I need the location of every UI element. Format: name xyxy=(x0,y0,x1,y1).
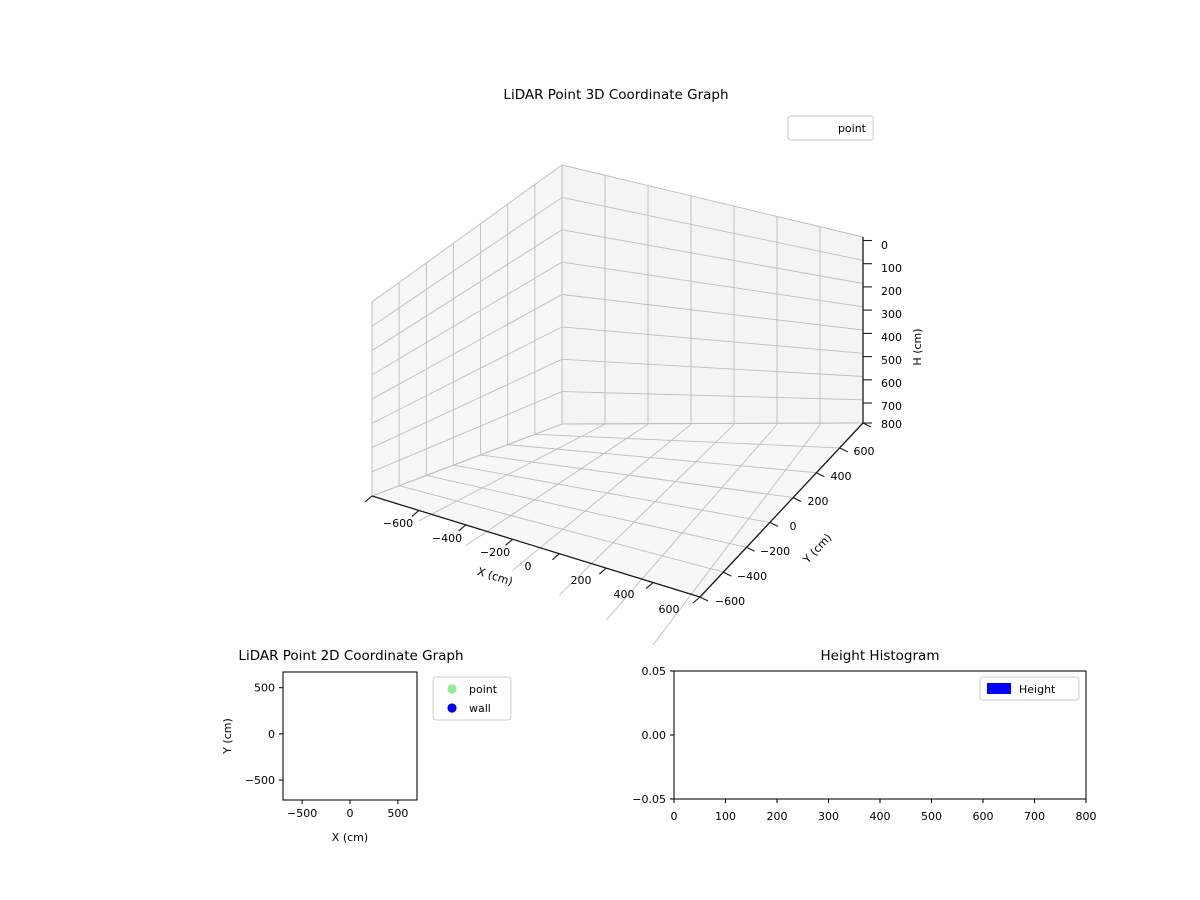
lidar-2d-yaxis: 500 0 −500 Y (cm) xyxy=(221,682,283,787)
y3d-tick-label-0: −600 xyxy=(715,595,745,608)
height-histogram-legend-box xyxy=(979,676,1080,701)
hist-xtick-5: 500 xyxy=(921,810,942,823)
lidar-2d-xlabel: X (cm) xyxy=(332,831,368,844)
z3d-tick-label-3: 300 xyxy=(881,308,902,321)
y3d-tick-label-3: 0 xyxy=(790,520,797,533)
z3d-tick-label-2: 200 xyxy=(881,285,902,298)
hist-xtick-0: 0 xyxy=(671,810,678,823)
lidar-2d-ytick-1: 0 xyxy=(268,728,275,741)
height-histogram-legend-swatch xyxy=(987,683,1011,694)
lidar-3d-legend-box xyxy=(787,115,874,141)
hist-xtick-2: 200 xyxy=(767,810,788,823)
lidar-2d-ytick-2: 500 xyxy=(254,682,275,695)
x3d-tick-label-3: 0 xyxy=(525,560,532,573)
hist-ytick-0: −0.05 xyxy=(632,793,666,806)
x3d-tick-label-0: −600 xyxy=(383,517,413,530)
x3d-tick-label-5: 400 xyxy=(614,588,635,601)
lidar-2d-xtick-1: 0 xyxy=(347,807,354,820)
height-histogram-legend[interactable]: Height xyxy=(979,676,1080,701)
hist-xtick-1: 100 xyxy=(715,810,736,823)
y3d-tick-label-1: −400 xyxy=(737,570,767,583)
y3d-tick-label-2: −200 xyxy=(760,545,790,558)
height-histogram-title: Height Histogram xyxy=(821,648,940,664)
y3d-tick-label-6: 600 xyxy=(854,445,875,458)
lidar-2d-legend-marker-point xyxy=(447,684,457,694)
lidar-2d-legend[interactable]: point wall xyxy=(432,676,512,721)
hist-xtick-3: 300 xyxy=(818,810,839,823)
lidar-2d-subplot[interactable]: LiDAR Point 2D Coordinate Graph 500 0 −5… xyxy=(221,648,512,844)
axis3d-z: 0 100 200 300 400 500 600 700 800 H (cm) xyxy=(862,237,924,431)
hist-ytick-1: 0.00 xyxy=(642,729,667,742)
lidar-2d-legend-label-wall: wall xyxy=(469,702,491,715)
height-histogram-legend-label: Height xyxy=(1019,683,1056,696)
height-histogram-xaxis: 0 100 200 300 400 500 600 700 800 xyxy=(671,799,1097,823)
hist-ytick-2: 0.05 xyxy=(642,665,667,678)
y3d-tick-label-4: 200 xyxy=(808,495,829,508)
lidar-3d-subplot[interactable]: LiDAR Point 3D Coordinate Graph xyxy=(364,87,924,645)
z3d-tick-label-5: 500 xyxy=(881,354,902,367)
hist-xtick-7: 700 xyxy=(1024,810,1045,823)
lidar-2d-ytick-0: −500 xyxy=(245,774,275,787)
height-histogram-subplot[interactable]: Height Histogram 0.05 0.00 −0.05 xyxy=(632,648,1096,823)
lidar-2d-xtick-0: −500 xyxy=(287,807,317,820)
z3d-tick-label-8: 800 xyxy=(881,418,902,431)
z3d-axis-label: H (cm) xyxy=(911,328,924,365)
hist-xtick-6: 600 xyxy=(973,810,994,823)
z3d-tick-label-6: 600 xyxy=(881,377,902,390)
x3d-tick-label-1: −400 xyxy=(432,532,462,545)
z3d-tick-label-7: 700 xyxy=(881,400,902,413)
lidar-2d-title: LiDAR Point 2D Coordinate Graph xyxy=(238,648,463,664)
lidar-3d-legend-label-point: point xyxy=(838,122,867,135)
lidar-3d-legend[interactable]: point xyxy=(787,115,874,141)
z3d-tick-label-1: 100 xyxy=(881,262,902,275)
lidar-2d-ylabel: Y (cm) xyxy=(221,718,234,755)
height-histogram-yaxis: 0.05 0.00 −0.05 xyxy=(632,665,674,806)
hist-xtick-4: 400 xyxy=(870,810,891,823)
z3d-tick-label-0: 0 xyxy=(881,239,888,252)
x3d-tick-label-6: 600 xyxy=(659,603,680,616)
lidar-2d-legend-marker-wall xyxy=(447,703,457,713)
lidar-3d-title: LiDAR Point 3D Coordinate Graph xyxy=(503,87,728,103)
y3d-tick-label-5: 400 xyxy=(831,470,852,483)
hist-xtick-8: 800 xyxy=(1076,810,1097,823)
x3d-tick-label-2: −200 xyxy=(480,546,510,559)
lidar-2d-xaxis: −500 0 500 X (cm) xyxy=(287,800,408,844)
z3d-tick-label-4: 400 xyxy=(881,331,902,344)
lidar-2d-legend-label-point: point xyxy=(469,683,498,696)
x3d-tick-label-4: 200 xyxy=(571,574,592,587)
lidar-2d-xtick-2: 500 xyxy=(387,807,408,820)
